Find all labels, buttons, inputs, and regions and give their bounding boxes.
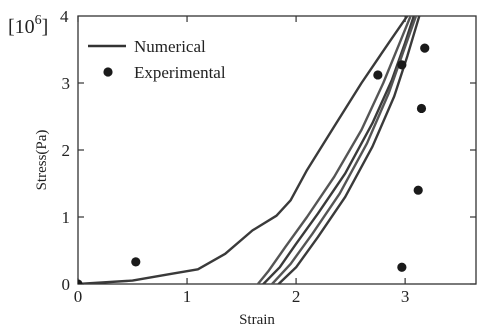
axes-group <box>77 15 477 285</box>
experimental-point <box>397 262 407 272</box>
y-extra-tick-label: 4 <box>60 7 69 26</box>
y-multiplier-close: ] <box>42 16 49 38</box>
y-tick-label: 1 <box>62 208 71 227</box>
numerical-curve-2 <box>256 16 412 284</box>
y-tick-label: 3 <box>62 74 71 93</box>
y-axis-label: Stress(Pa) <box>34 130 50 191</box>
legend: Numerical Experimental <box>88 37 226 82</box>
legend-label-numerical: Numerical <box>134 37 206 56</box>
x-tick-label: 3 <box>401 287 410 306</box>
experimental-point <box>131 257 141 267</box>
experimental-point <box>78 279 83 284</box>
series-group <box>78 16 430 284</box>
experimental-point <box>420 43 430 53</box>
experimental-point <box>373 70 383 80</box>
x-tick-label: 2 <box>292 287 301 306</box>
plot-frame <box>77 15 477 285</box>
x-tick-label: 0 <box>74 287 83 306</box>
numerical-curve-1 <box>78 16 409 284</box>
y-multiplier-exponent: 6 <box>35 13 42 28</box>
numerical-curve-4 <box>270 16 418 284</box>
experimental-point <box>416 103 427 114</box>
y-tick-label: 2 <box>62 141 71 160</box>
y-multiplier-base: [10 <box>8 16 35 38</box>
x-axis-label: Strain <box>239 312 275 328</box>
legend-label-experimental: Experimental <box>134 63 226 82</box>
y-multiplier-label: [106] <box>8 13 48 38</box>
x-tick-label: 1 <box>183 287 192 306</box>
numerical-curve-3 <box>262 16 415 284</box>
experimental-point <box>397 60 407 70</box>
legend-dot-marker <box>103 67 113 77</box>
y-tick-label: 0 <box>62 275 71 294</box>
ticks-group: 0 1 2 3 0 1 2 3 <box>62 16 476 306</box>
labels-group: [106] 4 Strain Stress(Pa) <box>8 7 275 328</box>
experimental-point <box>413 185 423 195</box>
